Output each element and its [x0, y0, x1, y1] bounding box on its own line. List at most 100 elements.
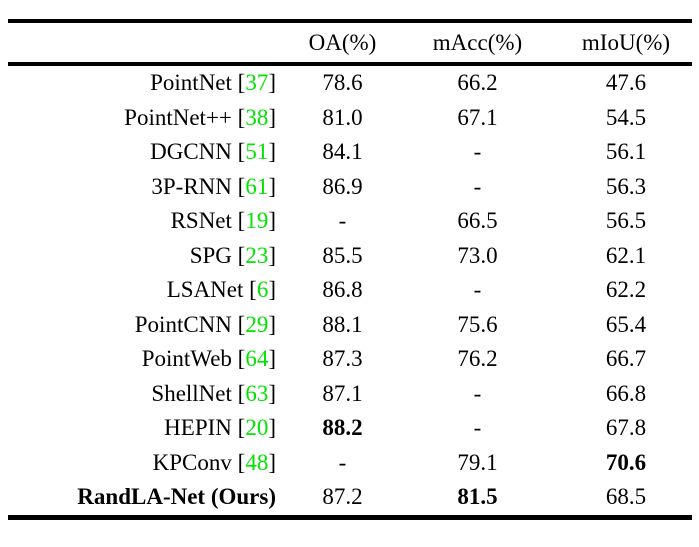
citation-number[interactable]: 63 — [245, 380, 269, 406]
table-row: PointCNN [29] 88.1 75.6 65.4 — [8, 308, 692, 343]
table-row: PointWeb [64] 87.3 76.2 66.7 — [8, 342, 692, 377]
miou-value: 62.2 — [605, 277, 647, 303]
oa-value: 87.3 — [322, 346, 363, 372]
macc-value: 75.6 — [457, 311, 498, 337]
citation-ref[interactable]: [63] — [237, 380, 276, 406]
table-row: HEPIN [20] 88.2 - 67.8 — [8, 411, 692, 446]
method-name: LSANet — [166, 277, 250, 303]
table-row: PointNet++ [38] 81.0 67.1 54.5 — [8, 101, 692, 136]
method-name: 3P-RNN — [151, 173, 238, 199]
miou-value: 68.5 — [605, 484, 647, 510]
header-row: OA(%) mAcc(%) mIoU(%) — [8, 21, 692, 64]
oa-value: 86.9 — [322, 173, 363, 199]
citation-ref[interactable]: [20] — [237, 415, 276, 441]
citation-ref[interactable]: [37] — [237, 70, 276, 96]
table-row: RandLA-Net (Ours) 87.2 81.5 68.5 — [8, 480, 692, 517]
table-row: SPG [23] 85.5 73.0 62.1 — [8, 239, 692, 274]
citation-number[interactable]: 19 — [245, 208, 269, 234]
macc-value: - — [473, 415, 482, 441]
miou-value: 66.7 — [605, 346, 647, 372]
method-cell: PointWeb [64] — [8, 342, 290, 377]
macc-value: - — [473, 277, 482, 303]
method-name: HEPIN — [164, 415, 238, 441]
citation-number[interactable]: 61 — [245, 173, 269, 199]
citation-ref[interactable]: [64] — [237, 346, 276, 372]
miou-value: 56.3 — [605, 173, 647, 199]
method-name: PointNet — [150, 70, 238, 96]
citation-ref[interactable]: [29] — [237, 311, 276, 337]
oa-value: 85.5 — [322, 242, 363, 268]
table-row: KPConv [48] - 79.1 70.6 — [8, 446, 692, 481]
citation-ref[interactable]: [6] — [249, 277, 276, 303]
method-cell: DGCNN [51] — [8, 135, 290, 170]
citation-number[interactable]: 51 — [245, 139, 269, 165]
table-row: PointNet [37] 78.6 66.2 47.6 — [8, 64, 692, 101]
oa-value: 81.0 — [322, 104, 363, 130]
macc-value: 79.1 — [457, 449, 498, 475]
oa-value: 84.1 — [322, 139, 363, 165]
miou-value: 47.6 — [605, 70, 647, 96]
results-table: OA(%) mAcc(%) mIoU(%) PointNet [37] 78.6… — [8, 19, 692, 520]
method-cell: SPG [23] — [8, 239, 290, 274]
citation-ref[interactable]: [19] — [237, 208, 276, 234]
macc-value: 81.5 — [457, 484, 498, 510]
table-row: 3P-RNN [61] 86.9 - 56.3 — [8, 170, 692, 205]
miou-value: 65.4 — [605, 311, 647, 337]
citation-number[interactable]: 20 — [245, 415, 269, 441]
oa-value: 88.1 — [322, 311, 363, 337]
citation-ref[interactable]: [23] — [237, 242, 276, 268]
column-header-method — [8, 21, 290, 64]
oa-value: - — [338, 449, 347, 475]
method-cell: ShellNet [63] — [8, 377, 290, 412]
oa-value: 78.6 — [322, 70, 363, 96]
citation-ref[interactable]: [61] — [237, 173, 276, 199]
oa-value: 86.8 — [322, 277, 363, 303]
method-cell: HEPIN [20] — [8, 411, 290, 446]
method-cell: PointNet++ [38] — [8, 101, 290, 136]
miou-value: 67.8 — [605, 415, 647, 441]
miou-value: 56.1 — [605, 139, 647, 165]
citation-ref[interactable]: [51] — [237, 139, 276, 165]
citation-number[interactable]: 6 — [256, 277, 269, 303]
method-name: ShellNet — [151, 380, 238, 406]
column-header-macc: mAcc(%) — [432, 29, 523, 55]
citation-ref[interactable]: [38] — [237, 104, 276, 130]
citation-number[interactable]: 23 — [245, 242, 269, 268]
macc-value: 67.1 — [457, 104, 498, 130]
macc-value: - — [473, 380, 482, 406]
method-cell: KPConv [48] — [8, 446, 290, 481]
citation-number[interactable]: 29 — [245, 311, 269, 337]
table-row: ShellNet [63] 87.1 - 66.8 — [8, 377, 692, 412]
method-name: PointNet++ — [124, 104, 238, 130]
oa-value: - — [338, 208, 347, 234]
table-row: DGCNN [51] 84.1 - 56.1 — [8, 135, 692, 170]
miou-value: 56.5 — [605, 208, 647, 234]
macc-value: 76.2 — [457, 346, 498, 372]
macc-value: - — [473, 139, 482, 165]
oa-value: 87.2 — [322, 484, 363, 510]
column-header-oa: OA(%) — [308, 29, 377, 55]
method-cell: RandLA-Net (Ours) — [8, 480, 290, 517]
method-name: PointCNN — [134, 311, 238, 337]
oa-value: 87.1 — [322, 380, 363, 406]
method-cell: 3P-RNN [61] — [8, 170, 290, 205]
citation-number[interactable]: 37 — [245, 70, 269, 96]
citation-number[interactable]: 38 — [245, 104, 269, 130]
miou-value: 66.8 — [605, 380, 647, 406]
miou-value: 62.1 — [605, 242, 647, 268]
citation-number[interactable]: 48 — [245, 449, 269, 475]
citation-number[interactable]: 64 — [245, 346, 269, 372]
method-name: PointWeb — [141, 346, 238, 372]
method-cell: PointCNN [29] — [8, 308, 290, 343]
citation-ref[interactable]: [48] — [237, 449, 276, 475]
table-row: RSNet [19] - 66.5 56.5 — [8, 204, 692, 239]
macc-value: 66.5 — [457, 208, 498, 234]
method-cell: PointNet [37] — [8, 64, 290, 101]
oa-value: 88.2 — [322, 415, 363, 441]
method-name: DGCNN — [150, 139, 238, 165]
macc-value: 66.2 — [457, 70, 498, 96]
miou-value: 54.5 — [605, 104, 647, 130]
table-body: PointNet [37] 78.6 66.2 47.6 PointNet++ … — [8, 64, 692, 517]
macc-value: - — [473, 173, 482, 199]
method-cell: LSANet [6] — [8, 273, 290, 308]
